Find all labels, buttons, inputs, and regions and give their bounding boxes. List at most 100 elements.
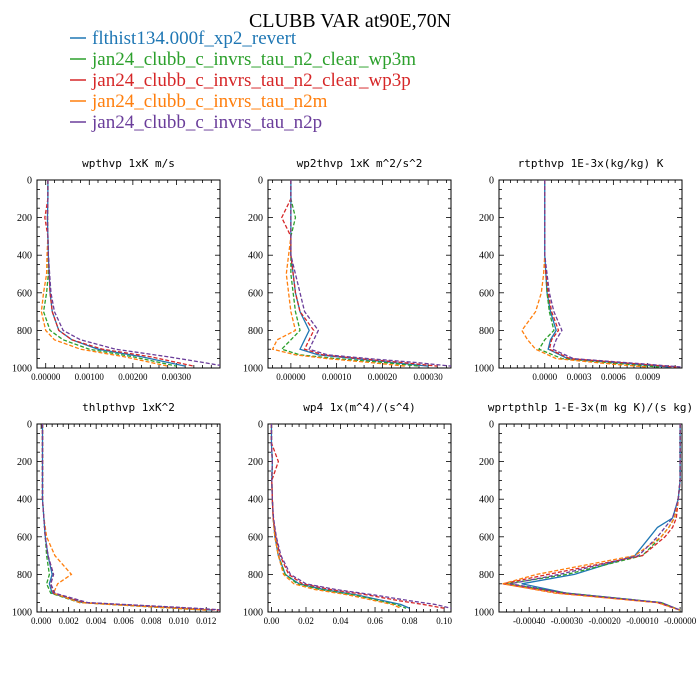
y-tick-label: 0 (489, 420, 494, 431)
x-tick-label: 0.00 (264, 616, 280, 626)
x-tick-label: 0.000 (31, 616, 52, 626)
x-tick-label: 0.04 (333, 616, 349, 626)
series-group (521, 180, 682, 368)
series-group (40, 180, 220, 367)
y-tick-label: 400 (17, 251, 32, 262)
x-tick-label: 0.002 (59, 616, 79, 626)
series-group (271, 180, 451, 367)
series-line (40, 180, 168, 367)
panel-title: wp2thvp 1xK m^2/s^2 (297, 157, 423, 170)
series-line (42, 180, 177, 367)
series-line (290, 180, 429, 367)
y-tick-label: 400 (479, 495, 494, 506)
y-tick-label: 800 (248, 326, 263, 337)
x-tick-label: 0.00020 (368, 372, 398, 382)
series-line (41, 424, 214, 611)
y-tick-label: 800 (479, 326, 494, 337)
y-tick-label: 1000 (474, 364, 494, 375)
series-line (544, 180, 682, 368)
x-tick-label: 0.00000 (31, 372, 61, 382)
legend-label: jan24_clubb_c_invrs_tau_n2p (91, 112, 322, 133)
series-group (41, 424, 220, 611)
x-tick-label: 0.00030 (414, 372, 444, 382)
y-tick-label: 400 (248, 495, 263, 506)
series-line (41, 424, 220, 611)
panel-title: rtpthvp 1E-3x(kg/kg) K (518, 157, 664, 170)
y-tick-label: 200 (479, 213, 494, 224)
y-tick-label: 0 (27, 176, 32, 187)
y-tick-label: 600 (248, 532, 263, 543)
y-tick-label: 600 (479, 288, 494, 299)
legend-label: jan24_clubb_c_invrs_tau_n2m (91, 91, 328, 112)
series-line (270, 424, 451, 609)
legend-label: flthist134.000f_xp2_revert (92, 28, 297, 49)
x-tick-label: 0.06 (367, 616, 383, 626)
series-line (544, 180, 671, 368)
y-tick-label: 800 (479, 570, 494, 581)
series-line (281, 180, 438, 367)
x-tick-label: 0.0003 (567, 372, 592, 382)
legend-label: jan24_clubb_c_invrs_tau_n2_clear_wp3p (91, 70, 411, 91)
series-line (544, 180, 677, 368)
y-tick-label: 800 (17, 326, 32, 337)
series-line (538, 180, 660, 368)
series-line (280, 180, 420, 367)
x-tick-label: -0.00030 (551, 616, 584, 626)
y-tick-label: 1000 (243, 608, 263, 619)
y-tick-label: 400 (17, 495, 32, 506)
x-tick-label: 0.00010 (322, 372, 352, 382)
y-tick-label: 0 (258, 176, 263, 187)
x-tick-label: 0.010 (169, 616, 190, 626)
y-tick-label: 1000 (243, 364, 263, 375)
legend: flthist134.000f_xp2_revert jan24_clubb_c_… (70, 28, 416, 133)
chart-panel: wp2thvp 1xK m^2/s^2 0 200 400 600 800 1000 0.00… (243, 157, 452, 382)
y-tick-label: 0 (489, 176, 494, 187)
y-tick-label: 0 (27, 420, 32, 431)
series-line (41, 424, 207, 611)
x-tick-label: 0.006 (114, 616, 135, 626)
x-tick-label: 0.00100 (75, 372, 105, 382)
y-tick-label: 600 (17, 288, 32, 299)
x-tick-label: -0.00020 (589, 616, 622, 626)
series-line (270, 424, 407, 609)
series-group (270, 424, 451, 609)
x-tick-label: 0.0000 (532, 372, 557, 382)
panel-title: wpthvp 1xK m/s (82, 157, 175, 170)
y-tick-label: 200 (17, 213, 32, 224)
x-tick-label: -0.00010 (626, 616, 659, 626)
x-tick-label: 0.00300 (162, 372, 192, 382)
y-tick-label: 1000 (12, 608, 32, 619)
y-tick-label: 200 (248, 213, 263, 224)
y-tick-label: 400 (479, 251, 494, 262)
panel-title: thlpthvp 1xK^2 (82, 401, 175, 414)
series-line (46, 180, 220, 367)
plot-frame (267, 179, 452, 369)
x-tick-label: 0.0009 (635, 372, 660, 382)
series-line (270, 424, 445, 609)
panel-title: wp4 1x(m^4)/(s^4) (303, 401, 416, 414)
y-tick-label: 200 (479, 457, 494, 468)
series-line (510, 424, 681, 611)
y-tick-label: 1000 (474, 608, 494, 619)
y-tick-label: 600 (248, 288, 263, 299)
chart-panel: wprtpthlp 1-E-3x(m kg K)/(s kg) 0 200 400 60… (474, 401, 697, 626)
series-line (41, 424, 220, 611)
x-tick-label: 0.02 (298, 616, 314, 626)
y-tick-label: 800 (248, 570, 263, 581)
series-line (290, 180, 451, 367)
y-tick-label: 200 (248, 457, 263, 468)
plot-frame (498, 423, 683, 613)
figure-title: CLUBB VAR at90E,70N (249, 10, 451, 32)
plot-frame (498, 179, 683, 369)
series-line (46, 180, 186, 367)
y-tick-label: 600 (17, 532, 32, 543)
x-tick-label: 0.012 (196, 616, 216, 626)
x-tick-label: 0.008 (141, 616, 162, 626)
x-tick-label: 0.00000 (276, 372, 306, 382)
x-tick-label: -0.00040 (513, 616, 546, 626)
